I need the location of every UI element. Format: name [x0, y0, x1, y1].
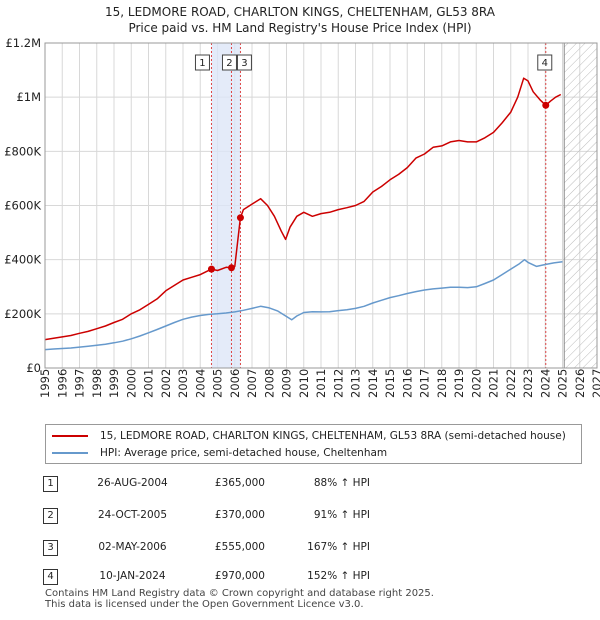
x-tick-label: 2027 [590, 369, 600, 398]
sale-date: 26-AUG-2004 [97, 477, 168, 489]
footer: Contains HM Land Registry data © Crown c… [45, 588, 434, 610]
x-tick-label: 1999 [107, 369, 121, 398]
sale-label: 1 [199, 58, 205, 69]
legend-swatch-property [52, 435, 88, 437]
y-tick-label: £1M [16, 90, 41, 104]
sale-label: 3 [241, 58, 247, 69]
x-tick-label: 2007 [245, 369, 259, 398]
sale-price: £365,000 [214, 477, 265, 489]
sale-number: 2 [43, 508, 58, 524]
sale-date: 10-JAN-2024 [99, 570, 166, 582]
y-tick-label: £1.2M [5, 36, 41, 50]
y-tick-label: £800K [4, 144, 41, 158]
table-row: 1 26-AUG-2004 £365,000 88% ↑ HPI [0, 474, 600, 494]
x-tick-label: 2015 [383, 369, 397, 398]
sale-label-box [221, 54, 237, 71]
sale-hpi-change: 167% ↑ HPI [307, 541, 370, 553]
sale-hpi-change: 88% ↑ HPI [313, 477, 370, 489]
sale-number: 1 [43, 476, 58, 492]
sale-hpi-change: 91% ↑ HPI [313, 509, 370, 521]
y-tick-label: £200K [4, 307, 41, 321]
x-tick-label: 2008 [262, 369, 276, 398]
table-row: 3 02-MAY-2006 £555,000 167% ↑ HPI [0, 538, 600, 558]
x-tick-label: 2005 [211, 369, 225, 398]
x-tick-label: 2006 [228, 369, 242, 398]
property-price-line [44, 77, 562, 341]
hpi-line [44, 258, 563, 351]
x-tick-label: 2014 [366, 369, 380, 398]
y-tick-label: £0 [26, 361, 41, 375]
chart-title: 15, LEDMORE ROAD, CHARLTON KINGS, CHELTE… [105, 5, 495, 19]
y-tick-label: £600K [4, 199, 41, 213]
sale-hpi-change: 152% ↑ HPI [307, 570, 370, 582]
sale-price: £555,000 [214, 541, 265, 553]
x-tick-label: 2019 [452, 369, 466, 398]
sale-point [207, 265, 215, 273]
sale-date: 02-MAY-2006 [98, 541, 167, 553]
sale-label-box [194, 54, 210, 71]
future-hatch [564, 43, 597, 368]
x-tick-label: 2009 [280, 369, 294, 398]
x-tick-label: 2002 [159, 369, 173, 398]
x-tick-label: 1995 [38, 369, 52, 398]
sale-date: 24-OCT-2005 [98, 509, 167, 521]
sale-point [236, 214, 244, 222]
x-tick-label: 2026 [573, 369, 587, 398]
x-tick-label: 2016 [400, 369, 414, 398]
x-tick-label: 1997 [73, 369, 87, 398]
legend-item-hpi: HPI: Average price, semi-detached house,… [52, 445, 387, 461]
sale-point [542, 101, 550, 109]
sale-number: 3 [43, 540, 58, 556]
plot-frame [44, 42, 598, 369]
x-tick-label: 2012 [331, 369, 345, 398]
x-tick-label: 2022 [504, 369, 518, 398]
x-tick-label: 2018 [435, 369, 449, 398]
x-tick-label: 2003 [176, 369, 190, 398]
sale-label: 4 [542, 58, 548, 69]
legend-label-property: 15, LEDMORE ROAD, CHARLTON KINGS, CHELTE… [100, 430, 566, 442]
x-tick-label: 2025 [556, 369, 570, 398]
legend-item-property: 15, LEDMORE ROAD, CHARLTON KINGS, CHELTE… [52, 428, 566, 444]
x-tick-label: 2011 [314, 369, 328, 398]
legend-swatch-hpi [52, 452, 88, 454]
sale-point [227, 264, 235, 272]
x-tick-label: 2021 [487, 369, 501, 398]
x-tick-label: 2001 [142, 369, 156, 398]
y-tick-label: £400K [4, 253, 41, 267]
x-tick-label: 2017 [418, 369, 432, 398]
x-tick-label: 2004 [193, 369, 207, 398]
shaded-span [211, 43, 241, 368]
footer-copyright: Contains HM Land Registry data © Crown c… [45, 588, 434, 599]
sale-label-box [537, 54, 553, 71]
chart-subtitle: Price paid vs. HM Land Registry's House … [128, 21, 472, 35]
x-tick-label: 1998 [90, 369, 104, 398]
x-tick-label: 2010 [297, 369, 311, 398]
sale-price: £370,000 [214, 509, 265, 521]
table-row: 4 10-JAN-2024 £970,000 152% ↑ HPI [0, 567, 600, 587]
sale-label-box [236, 54, 252, 71]
legend: 15, LEDMORE ROAD, CHARLTON KINGS, CHELTE… [45, 424, 582, 464]
sale-number: 4 [43, 569, 58, 585]
x-tick-label: 2020 [469, 369, 483, 398]
x-tick-label: 2023 [521, 369, 535, 398]
sale-price: £970,000 [214, 570, 265, 582]
x-tick-label: 2013 [349, 369, 363, 398]
x-tick-label: 1996 [55, 369, 69, 398]
legend-label-hpi: HPI: Average price, semi-detached house,… [100, 447, 388, 459]
sale-label: 2 [226, 58, 232, 69]
table-row: 2 24-OCT-2005 £370,000 91% ↑ HPI [0, 506, 600, 526]
x-tick-label: 2024 [538, 369, 552, 398]
x-tick-label: 2000 [124, 369, 138, 398]
footer-licence: This data is licensed under the Open Gov… [45, 599, 364, 610]
